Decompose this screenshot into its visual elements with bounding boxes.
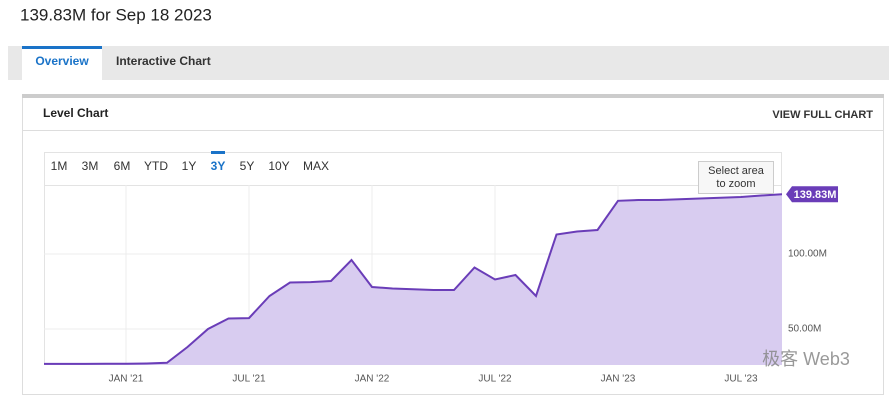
panel-top-border <box>22 94 884 98</box>
watermark: 极客 Web3 <box>762 349 850 369</box>
x-tick-label: JUL '21 <box>232 374 266 385</box>
zoom-hint: Select area <box>708 165 765 177</box>
line <box>44 193 783 365</box>
full-chart-link[interactable]: VIEW FULL CHART <box>772 109 873 121</box>
area <box>44 194 782 365</box>
zoom-hint-box <box>698 161 774 194</box>
range-button[interactable]: 1Y <box>182 159 197 173</box>
range-active-indicator <box>211 151 225 154</box>
range-button[interactable]: 5Y <box>240 159 255 173</box>
zoom-hint: to zoom <box>716 178 755 190</box>
tab-bar <box>8 46 889 80</box>
y-tick-label: 50.00M <box>788 324 821 335</box>
tab-indicator <box>22 46 102 49</box>
x-tick-label: JUL '23 <box>724 374 758 385</box>
range-button[interactable]: 1M <box>51 159 68 173</box>
range-button[interactable]: 3Y <box>211 159 226 173</box>
tab[interactable]: Interactive Chart <box>116 54 211 68</box>
range-button[interactable]: 6M <box>114 159 131 173</box>
range-button[interactable]: YTD <box>144 159 168 173</box>
page-title: 139.83M for Sep 18 2023 <box>20 5 212 24</box>
plot <box>44 185 783 365</box>
tab-active-bg <box>22 46 102 80</box>
x-tick-label: JAN '23 <box>601 374 636 385</box>
range-button[interactable]: 10Y <box>268 159 289 173</box>
x-tick-label: JAN '21 <box>109 374 144 385</box>
panel-title: Level Chart <box>43 106 108 120</box>
y-tick-label: 100.00M <box>788 249 827 260</box>
range-button[interactable]: MAX <box>303 159 329 173</box>
x-tick-label: JUL '22 <box>478 374 512 385</box>
x-tick-label: JAN '22 <box>355 374 390 385</box>
end-label: 139.83M <box>794 189 837 201</box>
tab[interactable]: Overview <box>35 54 89 68</box>
range-button[interactable]: 3M <box>82 159 99 173</box>
end-label-tag <box>786 186 838 203</box>
